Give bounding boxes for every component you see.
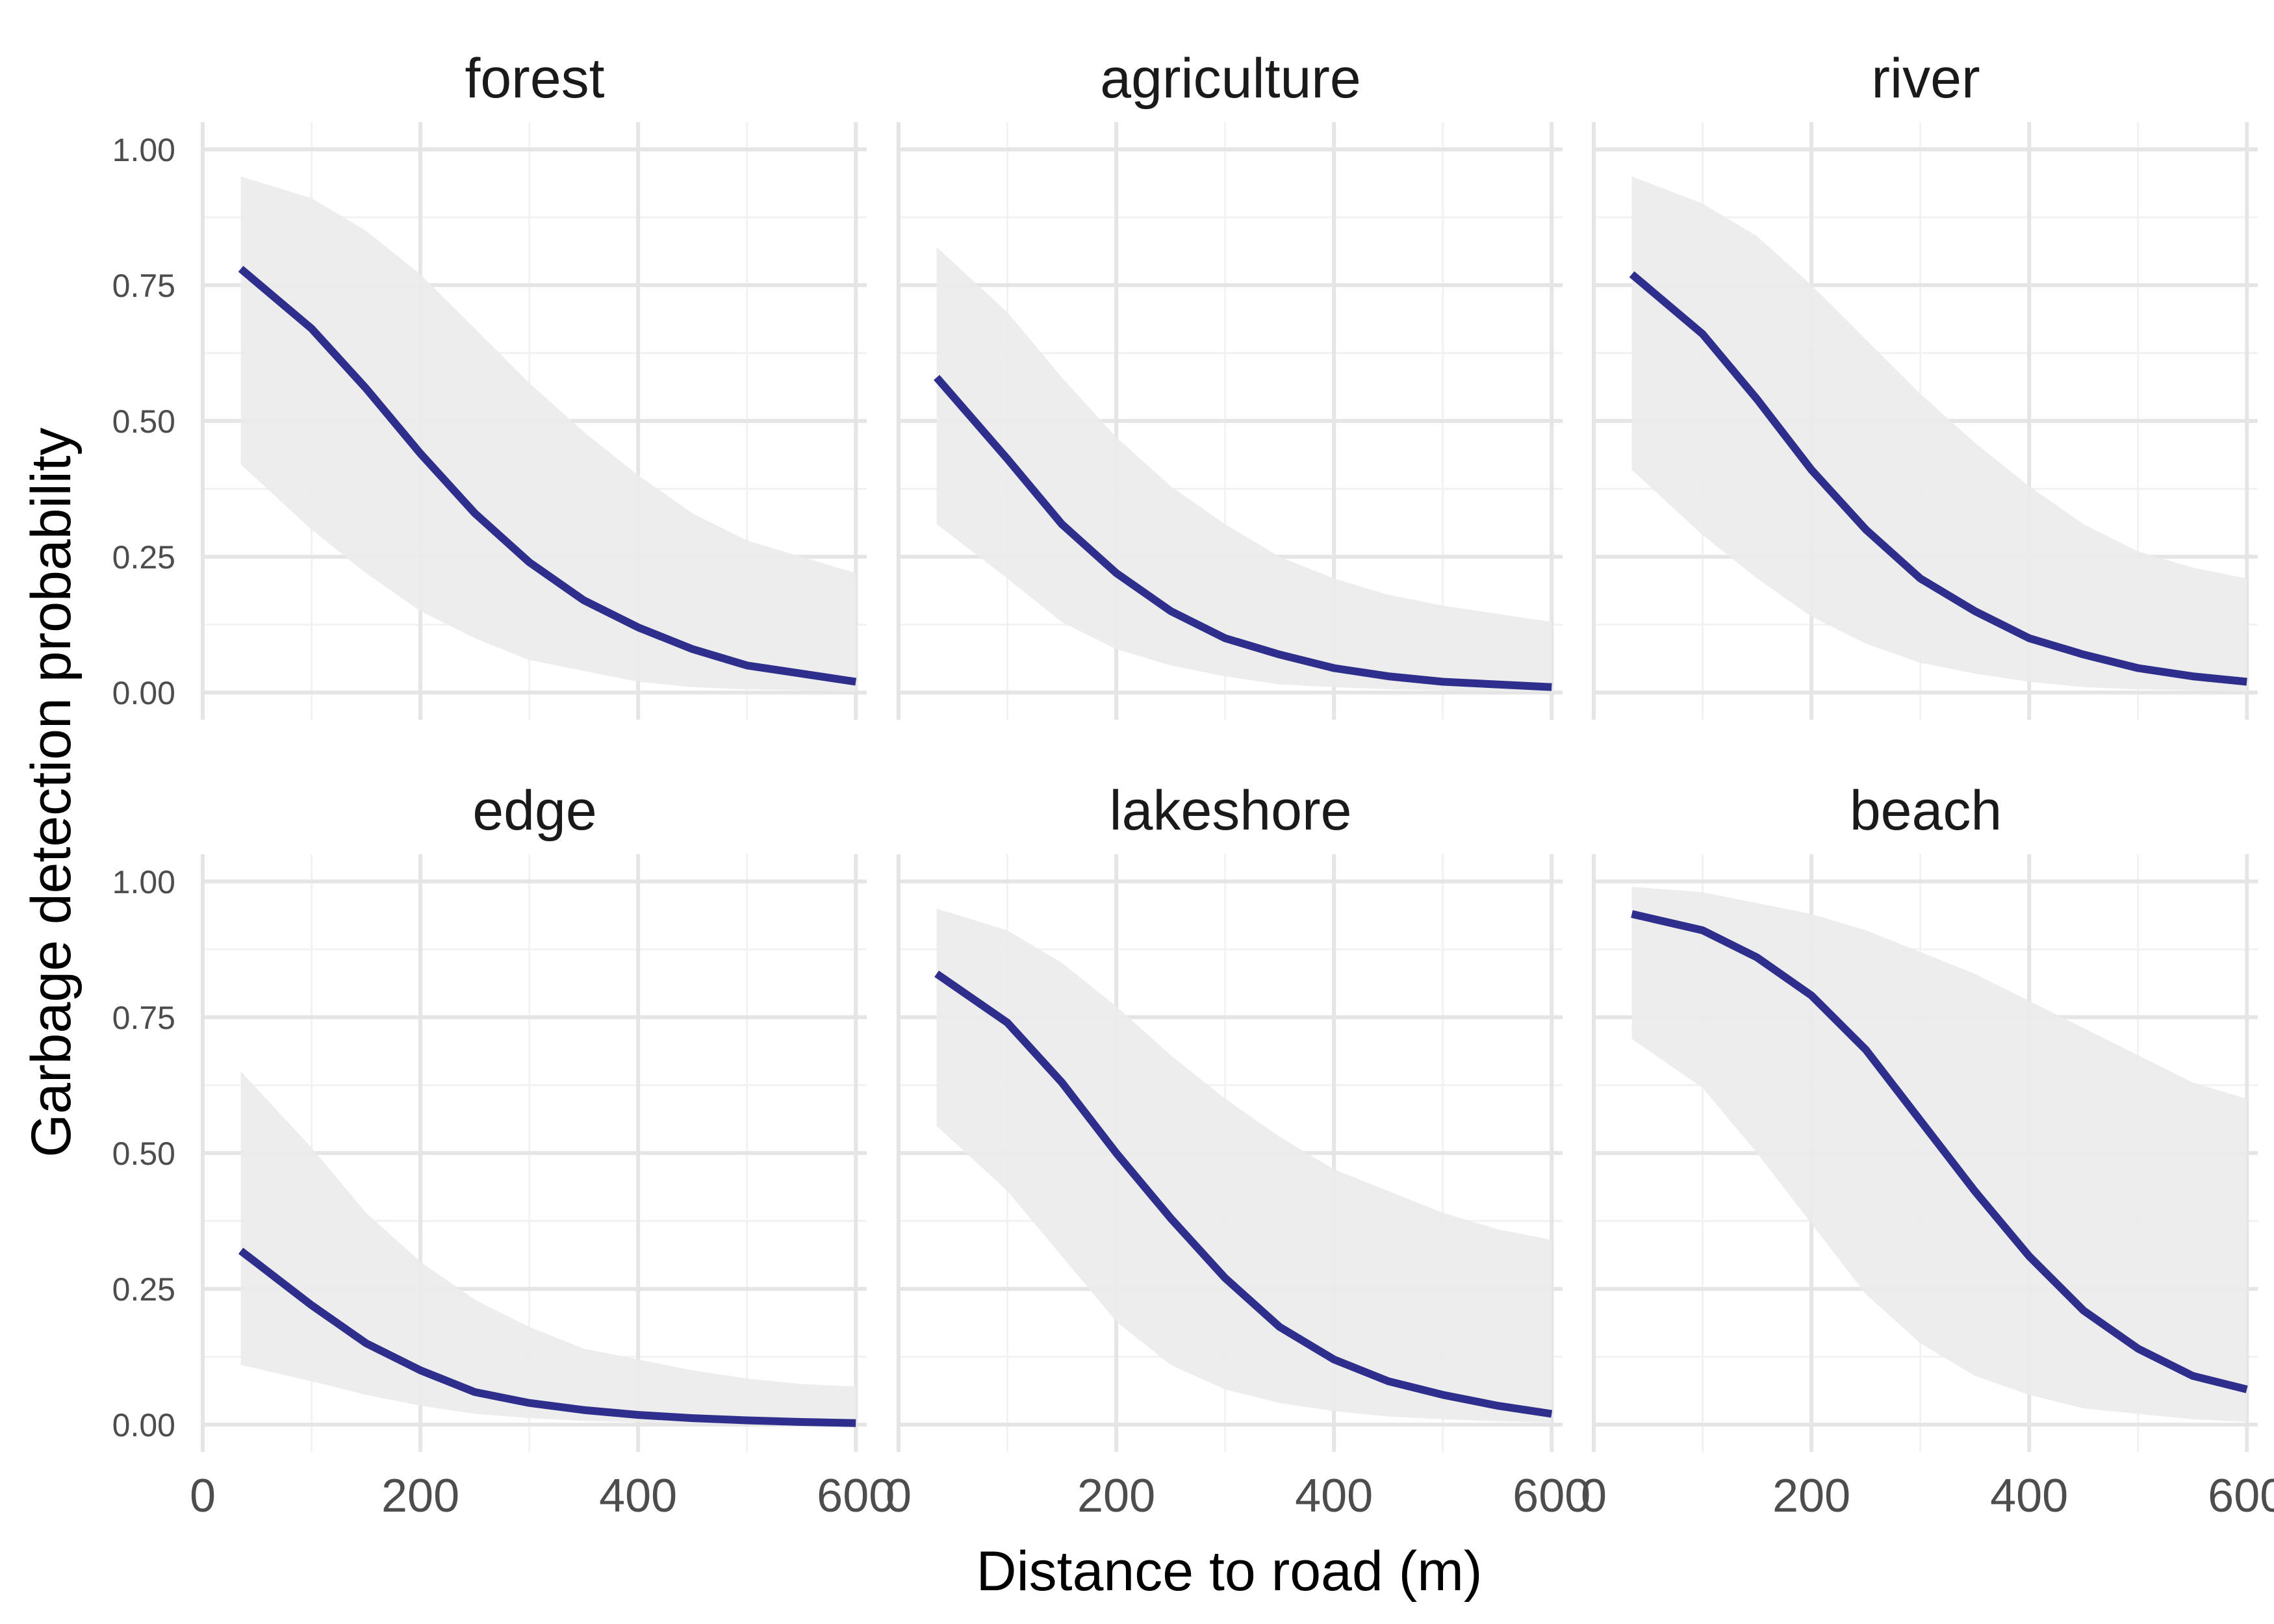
panels-layer: forest 0.00 0.25 0.50 0.75 1.00 agriculture riv… <box>112 47 2274 1522</box>
panel-beach: beach 0 200 400 600 <box>1581 780 2274 1522</box>
series-line-beach <box>1631 910 2248 1393</box>
y-tick-label: 0.50 <box>112 1136 175 1172</box>
series-line-forest <box>238 266 857 686</box>
panel-edge: edge 0.00 0.25 0.50 0.75 1.00 0 200 400 600 <box>112 780 895 1522</box>
y-tick-label: 0.50 <box>112 403 175 440</box>
facet-title-forest: forest <box>465 47 604 110</box>
y-tick-label: 1.00 <box>112 864 175 900</box>
x-tick-label: 200 <box>1772 1470 1850 1522</box>
facet-title-beach: beach <box>1850 780 2002 842</box>
y-tick-label: 0.00 <box>112 1407 175 1443</box>
confidence-ribbon-edge <box>240 1071 856 1425</box>
confidence-ribbon-river <box>1631 176 2247 692</box>
y-axis-title: Garbage detection probability <box>20 427 83 1158</box>
y-tick-label: 0.00 <box>112 675 175 711</box>
panel-agriculture: agriculture <box>897 47 1563 720</box>
x-tick-label: 600 <box>1513 1470 1591 1522</box>
confidence-ribbon-lakeshore <box>936 908 1552 1423</box>
x-tick-label: 400 <box>599 1470 677 1522</box>
panel-lakeshore: lakeshore 0 200 400 600 <box>886 780 1591 1522</box>
y-tick-label: 0.25 <box>112 539 175 576</box>
facet-title-agriculture: agriculture <box>1100 47 1361 110</box>
y-tick-label: 1.00 <box>112 132 175 168</box>
confidence-ribbon-beach <box>1631 887 2247 1422</box>
x-tick-label: 0 <box>1581 1470 1607 1522</box>
series-line-river <box>1629 271 2247 686</box>
x-tick-label: 400 <box>1990 1470 2068 1522</box>
panel-river: river <box>1592 47 2258 720</box>
x-tick-label: 400 <box>1295 1470 1373 1522</box>
confidence-ribbon-agriculture <box>936 247 1552 692</box>
x-tick-label: 200 <box>1077 1470 1155 1522</box>
x-axis-title: Distance to road (m) <box>976 1540 1482 1603</box>
facet-title-lakeshore: lakeshore <box>1110 780 1352 842</box>
x-tick-label: 600 <box>817 1470 895 1522</box>
facet-title-river: river <box>1871 47 1980 110</box>
panel-forest: forest 0.00 0.25 0.50 0.75 1.00 <box>112 47 867 720</box>
facet-title-edge: edge <box>472 780 596 842</box>
series-line-lakeshore <box>934 971 1553 1418</box>
x-tick-label: 200 <box>381 1470 459 1522</box>
y-tick-label: 0.75 <box>112 268 175 304</box>
series-line-edge <box>238 1247 856 1427</box>
confidence-ribbon-forest <box>240 176 856 692</box>
series-line-agriculture <box>934 375 1552 691</box>
y-tick-label: 0.75 <box>112 1000 175 1036</box>
x-tick-label: 0 <box>886 1470 912 1522</box>
x-tick-label: 0 <box>190 1470 216 1522</box>
y-tick-label: 0.25 <box>112 1271 175 1308</box>
x-tick-label: 600 <box>2208 1470 2274 1522</box>
